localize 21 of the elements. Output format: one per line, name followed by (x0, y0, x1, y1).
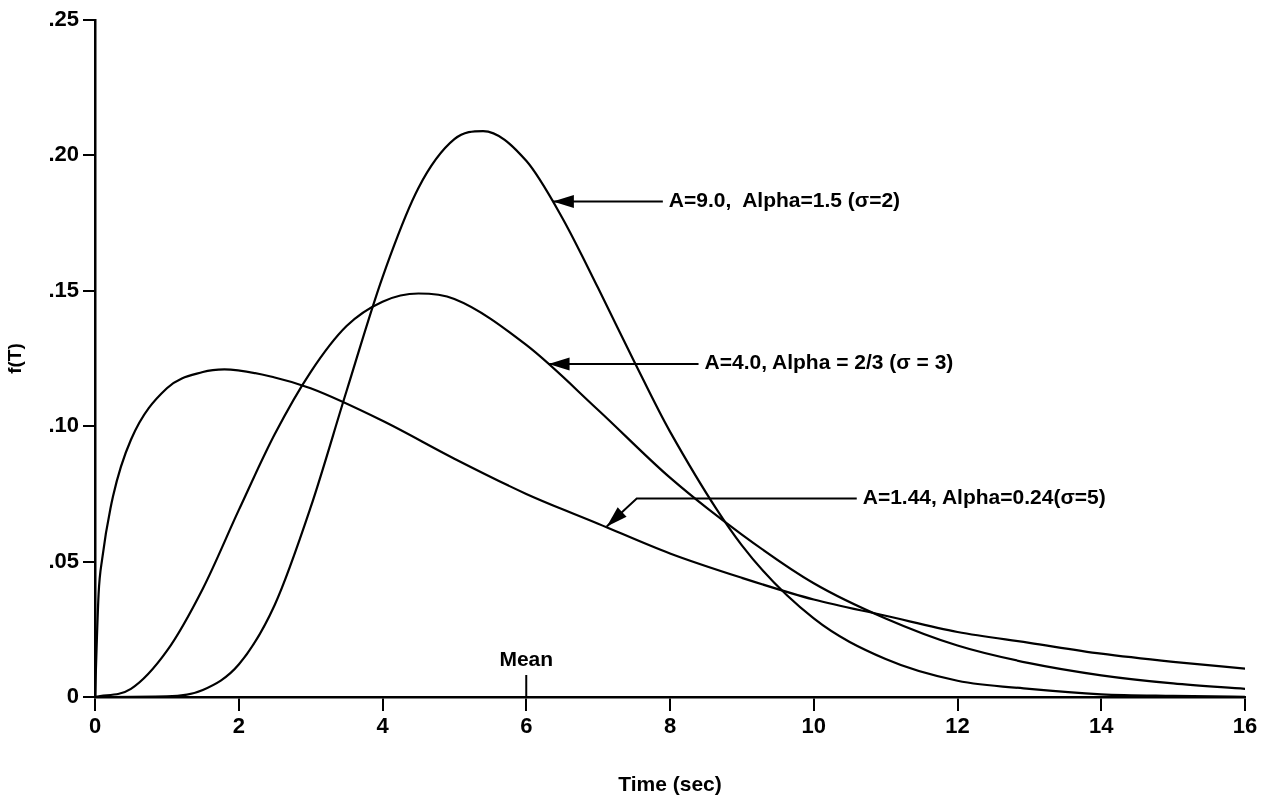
y-tick-label: .05 (48, 547, 79, 573)
y-tick-label: .15 (48, 276, 79, 302)
y-tick-label: .20 (48, 141, 79, 167)
annotation: A=9.0, Alpha=1.5 (σ=2) (668, 187, 901, 211)
x-axis-title: Time (sec) (618, 772, 722, 796)
annotation: A=4.0, Alpha = 2/3 (σ = 3) (704, 350, 954, 374)
x-tick-label: 8 (663, 713, 677, 739)
x-tick-label: 6 (520, 713, 533, 739)
y-tick-label: .10 (48, 412, 79, 438)
x-tick-label: 14 (1089, 713, 1115, 739)
x-tick-label: 2 (232, 713, 245, 739)
annotation: A=1.44, Alpha=0.24(σ=5) (862, 484, 1106, 508)
x-tick-label: 12 (945, 713, 970, 739)
y-tick-label: .25 (48, 6, 79, 32)
x-tick-label: 10 (801, 713, 826, 739)
y-axis-title: f(T) (3, 343, 25, 374)
x-tick-label: 16 (1232, 713, 1258, 739)
x-tick-label: 0 (88, 713, 102, 739)
y-tick-label: 0 (66, 683, 79, 709)
ref-line-label: Mean (499, 647, 554, 671)
x-tick-label: 4 (376, 713, 390, 739)
